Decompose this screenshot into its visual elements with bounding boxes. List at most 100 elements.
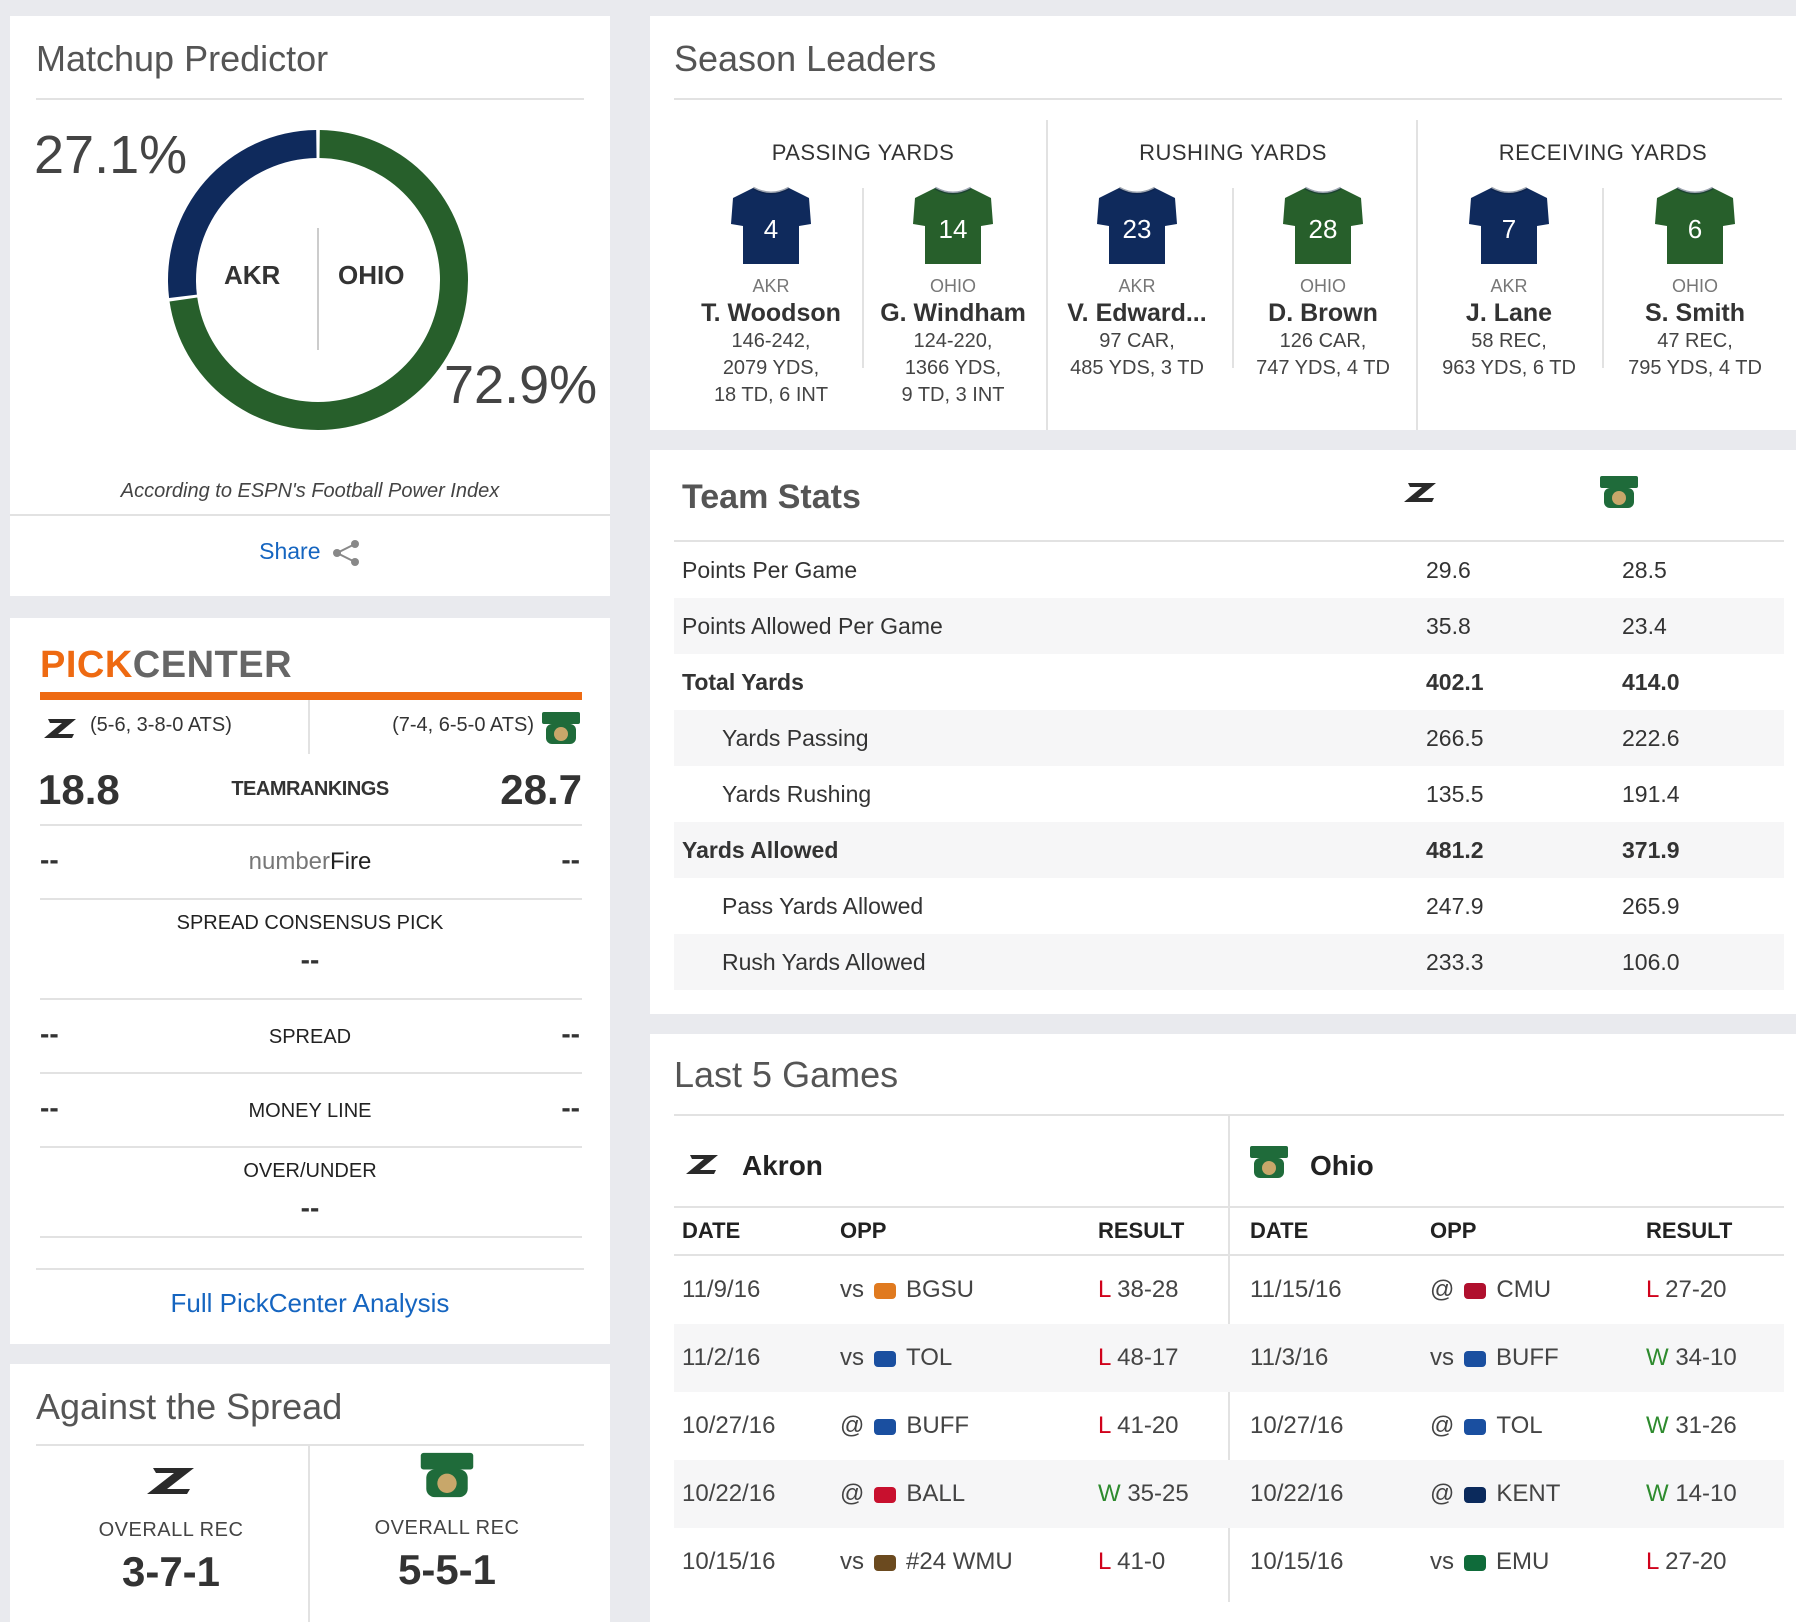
game-row: 11/9/16 vs BGSU L 38-28 11/15/16 @ CMU L 2…: [674, 1256, 1784, 1324]
jersey-number: 28: [1309, 214, 1338, 244]
win-probability-donut: [168, 130, 468, 430]
ohio-game-opponent[interactable]: @ TOL: [1430, 1412, 1543, 1440]
leader-player[interactable]: 4 AKR T. Woodson 146-242, 2079 YDS, 18 T…: [682, 184, 860, 409]
game-row: 10/15/16 vs #24 WMU L 41-0 10/15/16 vs EMU…: [674, 1528, 1784, 1596]
leader-player[interactable]: 28 OHIO D. Brown 126 CAR, 747 YDS, 4 TD: [1234, 184, 1412, 382]
akron-game-result[interactable]: L 48-17: [1098, 1344, 1179, 1372]
leader-player[interactable]: 23 AKR V. Edward... 97 CAR, 485 YDS, 3 T…: [1048, 184, 1226, 382]
opponent-logo-icon: [874, 1554, 896, 1571]
result-wl: W: [1098, 1480, 1121, 1507]
akron-stat-value: 29.6: [1426, 556, 1471, 583]
akron-logo-icon: [147, 1468, 194, 1494]
team-stat-row: Yards Allowed 481.2 371.9: [674, 822, 1784, 878]
ohio-teamrankings-score: 28.7: [500, 766, 582, 813]
spread-consensus-value: --: [300, 944, 320, 975]
jersey-icon: 28: [1283, 186, 1363, 264]
akr-win-pct: 27.1%: [34, 125, 188, 185]
location: vs: [840, 1344, 864, 1371]
stat-label: Points Per Game: [682, 556, 858, 583]
opponent-logo-icon: [1464, 1282, 1487, 1299]
player-name: V. Edward...: [1067, 299, 1207, 327]
jersey-number: 23: [1123, 214, 1152, 244]
result-score: 27-20: [1665, 1548, 1727, 1575]
ohio-game-opponent[interactable]: vs EMU: [1430, 1548, 1549, 1576]
ohio-stat-value: 106.0: [1622, 948, 1680, 975]
location: @: [1430, 1480, 1455, 1507]
ohio-game-result[interactable]: W 31-26: [1646, 1412, 1737, 1440]
ohio-game-result[interactable]: L 27-20: [1646, 1276, 1727, 1304]
ohio-game-opponent[interactable]: @ CMU: [1430, 1276, 1551, 1304]
ohio-stat-value: 28.5: [1622, 556, 1667, 583]
game-row: 10/22/16 @ BALL W 35-25 10/22/16 @ KENT W …: [674, 1460, 1784, 1528]
team-stat-row: Rush Yards Allowed 233.3 106.0: [674, 934, 1784, 990]
ohio-stat-value: 191.4: [1622, 780, 1680, 807]
player-stat-line-2: 747 YDS, 4 TD: [1256, 357, 1390, 379]
jersey-icon: 6: [1655, 186, 1735, 264]
share-button[interactable]: Share: [10, 538, 610, 567]
akron-game-result[interactable]: L 41-20: [1098, 1412, 1179, 1440]
akron-stat-value: 481.2: [1426, 836, 1484, 863]
result-score: 27-20: [1665, 1276, 1727, 1303]
fpi-note: According to ESPN's Football Power Index: [120, 480, 500, 502]
akron-game-opponent[interactable]: @ BALL: [840, 1480, 965, 1508]
akron-game-opponent[interactable]: vs TOL: [840, 1344, 952, 1372]
ohio-game-date: 10/27/16: [1250, 1412, 1344, 1439]
ohio-game-opponent[interactable]: vs BUFF: [1430, 1344, 1559, 1372]
receiving-yards-header: RECEIVING YARDS: [1498, 140, 1708, 165]
ohio-logo-icon: [420, 1452, 474, 1498]
ohio-game-result[interactable]: W 34-10: [1646, 1344, 1737, 1372]
full-pickcenter-link[interactable]: Full PickCenter Analysis: [170, 1288, 450, 1318]
akron-game-opponent[interactable]: vs #24 WMU: [840, 1548, 1013, 1576]
akron-game-result[interactable]: L 41-0: [1098, 1548, 1165, 1576]
result-wl: L: [1646, 1548, 1659, 1575]
divider: [40, 824, 582, 826]
numberfire-logo: numberFire: [10, 848, 610, 876]
leader-player[interactable]: 7 AKR J. Lane 58 REC, 963 YDS, 6 TD: [1420, 184, 1598, 382]
location: @: [1430, 1412, 1455, 1439]
player-team: OHIO: [929, 276, 976, 296]
over-under-label: OVER/UNDER: [243, 1160, 377, 1182]
result-score: 41-20: [1117, 1412, 1179, 1439]
akron-game-opponent[interactable]: @ BUFF: [840, 1412, 969, 1440]
rushing-yards-header: RUSHING YARDS: [1139, 140, 1327, 165]
opponent-name: BALL: [906, 1480, 966, 1507]
against-the-spread-card: Against the Spread OVERALL REC 3-7-1 OVE…: [10, 1364, 610, 1622]
ohio-stat-value: 222.6: [1622, 724, 1680, 751]
jersey-icon: 23: [1097, 186, 1177, 264]
stat-label: Yards Passing: [722, 724, 869, 751]
leader-player[interactable]: 6 OHIO S. Smith 47 REC, 795 YDS, 4 TD: [1606, 184, 1784, 382]
ohio-game-result[interactable]: L 27-20: [1646, 1548, 1727, 1576]
numberfire-logo-fire: Fire: [330, 848, 372, 875]
jersey-number: 4: [764, 214, 778, 244]
leader-player[interactable]: 14 OHIO G. Windham 124-220, 1366 YDS, 9 …: [864, 184, 1042, 409]
akron-game-result[interactable]: W 35-25: [1098, 1480, 1189, 1508]
divider: [862, 188, 864, 368]
ohio-game-result[interactable]: W 14-10: [1646, 1480, 1737, 1508]
result-score: 31-26: [1675, 1412, 1737, 1439]
akron-date-header: DATE: [682, 1218, 741, 1243]
akron-game-date: 10/15/16: [682, 1548, 776, 1575]
spread-consensus-label: SPREAD CONSENSUS PICK: [176, 912, 444, 934]
akron-teamrankings-score: 18.8: [38, 766, 120, 813]
akron-logo-icon: [44, 719, 76, 738]
akron-stat-value: 135.5: [1426, 780, 1484, 807]
akron-game-opponent[interactable]: vs BGSU: [840, 1276, 974, 1304]
opponent-name: TOL: [1496, 1412, 1543, 1439]
passing-yards-header: PASSING YARDS: [771, 140, 955, 165]
opponent-logo-icon: [874, 1418, 897, 1435]
ohio-stat-value: 414.0: [1622, 668, 1680, 695]
player-name: S. Smith: [1644, 299, 1745, 327]
player-stat-line-3: 9 TD, 3 INT: [901, 384, 1005, 406]
result-score: 34-10: [1675, 1344, 1737, 1371]
player-team: AKR: [1118, 276, 1156, 296]
ohio-game-opponent[interactable]: @ KENT: [1430, 1480, 1560, 1508]
player-name: T. Woodson: [701, 299, 841, 327]
team-stat-row: Yards Passing 266.5 222.6: [674, 710, 1784, 766]
opponent-name: #24 WMU: [906, 1548, 1013, 1575]
money-line-label: MONEY LINE: [248, 1100, 372, 1122]
spread-label: SPREAD: [268, 1026, 352, 1048]
result-score: 48-17: [1117, 1344, 1179, 1371]
akron-game-result[interactable]: L 38-28: [1098, 1276, 1179, 1304]
opponent-name: BUFF: [1496, 1344, 1559, 1371]
player-name: D. Brown: [1268, 299, 1378, 327]
